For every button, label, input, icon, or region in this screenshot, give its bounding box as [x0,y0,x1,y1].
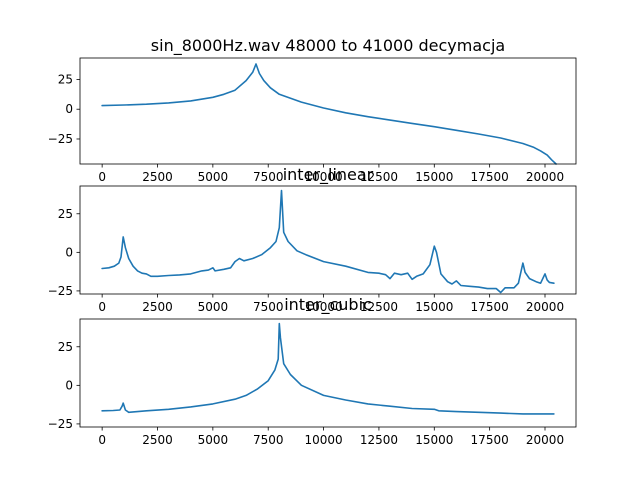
subplot-2-ticks: 0 2500 5000 7500 10000 12500 15000 17500 20000 25… [48,207,564,314]
x-tick-label: 12500 [360,300,398,314]
subplot-2-title: inter_linear [283,165,374,185]
subplot-3-axes-frame [79,318,577,428]
x-tick-label: 12500 [360,170,398,184]
x-tick-label: 17500 [471,433,509,447]
subplot-1-ticks: 0 2500 5000 7500 10000 12500 15000 17500 20000 25… [48,72,564,184]
x-tick-label: 7500 [253,170,284,184]
x-tick-label: 10000 [304,170,342,184]
x-tick-label: 2500 [142,300,173,314]
x-tick-label: 17500 [471,170,509,184]
subplot-3-ticks: 0 2500 5000 7500 10000 12500 15000 17500 20000 25… [48,340,564,447]
subplot-2-series-line [101,189,555,294]
y-tick-label: 0 [65,378,73,392]
y-tick-label: −25 [48,417,73,431]
subplot-1-series-line [101,63,557,165]
x-tick-label: 10000 [304,300,342,314]
y-tick-label: −25 [48,132,73,146]
subplot-3: inter_cubic 0 2500 5000 7500 10000 12500 15000… [48,295,577,447]
y-tick-label: 0 [65,102,73,116]
subplot-3-series-line [101,322,555,415]
x-tick-label: 5000 [198,300,229,314]
x-tick-label: 15000 [415,170,453,184]
x-tick-label: 20000 [526,300,564,314]
x-tick-label: 2500 [142,170,173,184]
x-tick-label: 20000 [526,170,564,184]
x-tick-label: 0 [98,300,106,314]
subplot-2-axes-frame [79,185,577,295]
x-tick-label: 7500 [253,300,284,314]
x-tick-label: 5000 [198,433,229,447]
y-tick-label: 25 [58,72,73,86]
subplot-1: sin_8000Hz.wav 48000 to 41000 decymacja … [48,36,577,184]
x-tick-label: 15000 [415,300,453,314]
subplot-1-axes-frame [79,57,577,165]
x-tick-label: 5000 [198,170,229,184]
x-tick-label: 0 [98,433,106,447]
x-tick-label: 20000 [526,433,564,447]
y-tick-label: 0 [65,245,73,259]
x-tick-label: 17500 [471,300,509,314]
x-tick-label: 12500 [360,433,398,447]
subplot-2: inter_linear 0 2500 5000 7500 10000 12500 1500… [48,165,577,314]
y-tick-label: −25 [48,284,73,298]
x-tick-label: 15000 [415,433,453,447]
x-tick-label: 7500 [253,433,284,447]
x-tick-label: 0 [98,170,106,184]
x-tick-label: 2500 [142,433,173,447]
x-tick-label: 10000 [304,433,342,447]
subplot-3-title: inter_cubic [284,295,372,315]
subplot-1-title: sin_8000Hz.wav 48000 to 41000 decymacja [151,36,505,56]
y-tick-label: 25 [58,207,73,221]
y-tick-label: 25 [58,340,73,354]
